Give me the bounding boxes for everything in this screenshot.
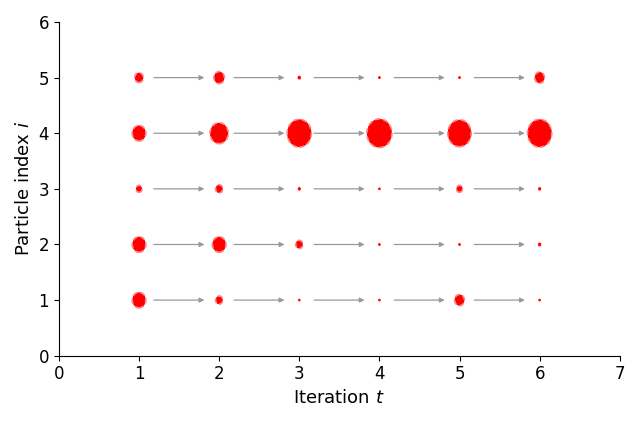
Ellipse shape [538, 187, 541, 190]
Ellipse shape [216, 185, 223, 193]
Y-axis label: Particle index $i$: Particle index $i$ [15, 121, 33, 257]
Ellipse shape [298, 299, 300, 301]
Ellipse shape [296, 241, 303, 249]
Ellipse shape [132, 125, 146, 141]
Ellipse shape [132, 292, 146, 308]
Ellipse shape [298, 187, 301, 190]
Ellipse shape [378, 243, 380, 246]
Ellipse shape [458, 76, 460, 79]
Ellipse shape [458, 243, 460, 246]
Ellipse shape [287, 119, 312, 147]
Ellipse shape [527, 119, 552, 147]
Ellipse shape [367, 119, 392, 148]
X-axis label: Iteration $t$: Iteration $t$ [294, 389, 385, 407]
Ellipse shape [456, 185, 463, 192]
Ellipse shape [212, 237, 226, 252]
Ellipse shape [214, 72, 225, 84]
Ellipse shape [132, 237, 146, 252]
Ellipse shape [448, 120, 471, 147]
Ellipse shape [210, 123, 228, 143]
Ellipse shape [538, 243, 541, 246]
Ellipse shape [136, 185, 142, 192]
Ellipse shape [454, 295, 465, 306]
Ellipse shape [534, 72, 545, 83]
Ellipse shape [378, 76, 380, 79]
Ellipse shape [539, 299, 541, 301]
Ellipse shape [134, 73, 143, 83]
Ellipse shape [298, 76, 301, 79]
Ellipse shape [378, 299, 380, 301]
Ellipse shape [378, 188, 380, 190]
Ellipse shape [216, 296, 223, 304]
